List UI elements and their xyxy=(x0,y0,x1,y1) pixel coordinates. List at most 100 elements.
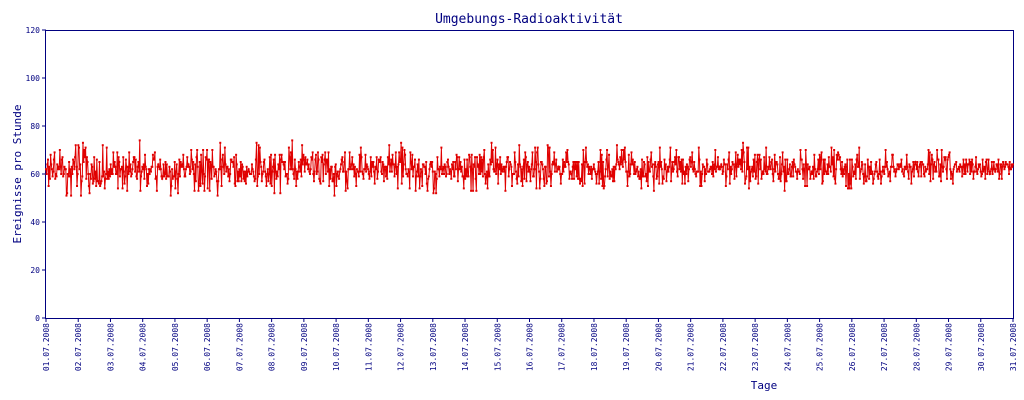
data-point xyxy=(218,168,221,171)
data-point xyxy=(945,177,948,180)
data-point xyxy=(573,161,576,163)
data-point xyxy=(151,153,154,156)
data-point xyxy=(796,177,799,180)
data-point xyxy=(740,149,743,151)
data-point xyxy=(876,175,879,178)
data-point xyxy=(213,175,216,178)
data-point xyxy=(141,165,144,168)
data-point xyxy=(190,158,193,161)
data-point xyxy=(1004,161,1007,163)
data-point xyxy=(792,158,795,161)
data-point xyxy=(839,156,842,159)
data-point xyxy=(682,173,685,175)
data-point xyxy=(919,161,922,163)
data-point xyxy=(449,170,452,173)
x-tick-label: 25.07.2008 xyxy=(816,323,825,371)
data-point xyxy=(720,165,723,168)
data-point xyxy=(312,173,315,175)
data-point xyxy=(977,168,980,171)
data-point xyxy=(61,156,64,159)
data-point xyxy=(458,156,461,159)
data-point xyxy=(428,168,431,171)
data-point xyxy=(752,158,755,161)
data-point xyxy=(421,185,424,187)
data-point xyxy=(603,185,606,187)
data-point xyxy=(658,146,661,149)
data-point xyxy=(215,180,218,183)
data-point xyxy=(653,163,656,166)
data-point xyxy=(867,165,870,168)
data-point xyxy=(283,161,286,163)
data-point xyxy=(173,161,176,163)
data-point xyxy=(642,175,645,178)
data-point xyxy=(771,158,774,161)
data-point xyxy=(103,187,106,190)
data-point xyxy=(749,170,752,173)
data-point xyxy=(757,158,760,161)
data-point xyxy=(133,156,136,159)
data-point xyxy=(979,163,981,166)
data-point xyxy=(738,158,741,161)
data-point xyxy=(230,158,233,161)
data-point xyxy=(395,173,398,175)
data-point xyxy=(920,161,923,163)
data-point xyxy=(695,175,698,178)
data-point xyxy=(725,175,728,178)
data-point xyxy=(228,180,231,183)
data-point xyxy=(85,156,88,159)
data-point xyxy=(929,180,932,183)
data-point xyxy=(66,192,69,195)
data-point xyxy=(810,173,813,175)
data-point xyxy=(165,177,168,180)
data-point xyxy=(716,165,719,168)
data-point xyxy=(473,165,476,168)
data-point xyxy=(662,177,665,180)
data-point xyxy=(643,163,646,166)
data-point xyxy=(802,177,805,180)
data-point xyxy=(724,163,727,166)
data-point xyxy=(169,194,172,197)
data-point xyxy=(329,177,332,180)
data-point xyxy=(309,168,312,171)
data-point xyxy=(450,163,453,166)
data-point xyxy=(839,168,842,171)
data-point xyxy=(280,153,283,156)
data-point xyxy=(911,170,914,173)
data-point xyxy=(881,170,884,173)
data-point xyxy=(227,175,230,178)
data-point xyxy=(769,168,772,171)
data-point xyxy=(333,194,336,197)
data-point xyxy=(146,173,149,175)
data-point xyxy=(802,163,805,166)
data-point xyxy=(354,173,357,175)
data-point xyxy=(905,168,908,171)
data-point xyxy=(317,158,320,161)
data-point xyxy=(492,168,495,171)
data-point xyxy=(468,153,471,156)
data-point xyxy=(241,165,244,168)
data-point xyxy=(326,158,329,161)
data-point xyxy=(874,170,877,173)
data-point xyxy=(763,168,766,171)
data-point xyxy=(947,153,950,156)
data-point xyxy=(137,161,140,163)
data-point xyxy=(76,185,79,187)
data-point xyxy=(322,163,325,166)
data-point xyxy=(410,168,413,171)
data-point xyxy=(541,163,544,166)
data-point xyxy=(349,168,352,171)
data-point xyxy=(502,165,505,168)
data-point xyxy=(820,151,823,154)
data-point xyxy=(717,168,720,171)
data-point xyxy=(749,180,752,183)
data-point xyxy=(468,156,471,159)
data-point xyxy=(346,187,349,190)
data-point xyxy=(712,175,715,178)
data-point xyxy=(629,163,632,166)
data-point xyxy=(402,175,405,178)
data-point xyxy=(558,165,561,168)
data-point xyxy=(816,168,819,171)
data-point xyxy=(256,185,259,187)
data-point xyxy=(572,161,575,163)
data-point xyxy=(730,173,733,175)
